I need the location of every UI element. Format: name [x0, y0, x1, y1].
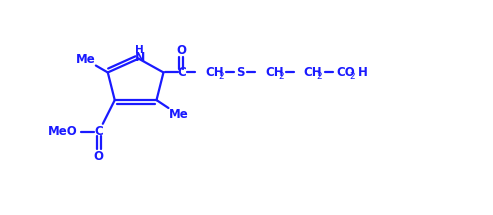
Text: CH: CH [205, 66, 224, 79]
Text: Me: Me [76, 53, 96, 66]
Text: 2: 2 [278, 72, 283, 81]
Text: 2: 2 [218, 72, 224, 81]
Text: S: S [236, 66, 245, 79]
Text: H: H [135, 45, 144, 55]
Text: 2: 2 [317, 72, 322, 81]
Text: C: C [95, 125, 103, 138]
Text: O: O [176, 44, 186, 57]
Text: Me: Me [169, 108, 188, 121]
Text: 2: 2 [350, 72, 355, 81]
Text: CH: CH [265, 66, 283, 79]
Text: N: N [135, 51, 145, 64]
Text: MeO: MeO [48, 125, 78, 138]
Text: CO: CO [337, 66, 355, 79]
Text: C: C [177, 66, 186, 79]
Text: O: O [94, 150, 104, 163]
Text: H: H [358, 66, 368, 79]
Text: CH: CH [304, 66, 322, 79]
